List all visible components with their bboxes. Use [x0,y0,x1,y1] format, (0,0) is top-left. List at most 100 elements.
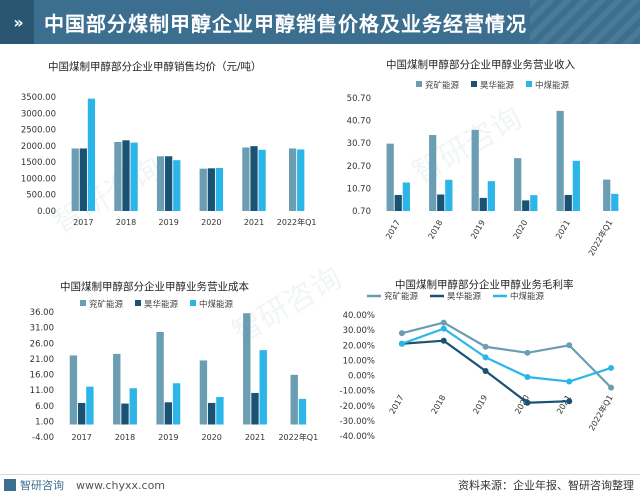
legend-label: 兖矿能源 [89,299,124,310]
double-chevron-icon: ›› [0,0,34,44]
y-tick-label: 6.00 [35,402,54,412]
data-point [608,384,615,391]
x-tick-label: 2021 [245,433,265,442]
x-tick-label: 2022年Q1 [586,393,615,432]
bar [164,402,173,425]
bar [71,148,79,211]
y-tick-label: 0.00 [37,207,56,217]
footer-website: www.chyxx.com [76,478,166,492]
bar [298,398,307,425]
bar [156,156,165,211]
y-tick-label: 3000.00 [21,109,56,119]
bar [394,194,402,211]
data-point [566,342,573,349]
data-point [566,398,573,405]
bar [603,179,611,211]
y-tick-label: 40.70 [347,117,371,127]
data-point [482,343,489,350]
y-tick-label: 26.00 [30,339,54,349]
legend-label: 中煤能源 [199,299,234,310]
bar [487,181,495,211]
x-tick-label: 2019 [158,433,178,442]
y-tick-label: -40.00% [340,432,375,442]
y-tick-label: 2500.00 [21,126,56,136]
legend-label: 中煤能源 [510,291,545,302]
y-tick-label: 21.00 [30,355,54,365]
x-tick-label: 2018 [116,218,136,227]
data-point [482,367,489,374]
data-point [398,330,405,337]
bar [402,182,410,211]
bar [173,160,181,211]
bar [130,142,138,211]
bar [514,158,522,211]
y-tick-label: 30.70 [347,139,371,149]
chart-title: 中国煤制甲醇部分企业甲醇业务营业成本 [60,280,249,293]
y-tick-label: 10.00% [343,356,375,366]
legend-label: 中煤能源 [535,80,570,91]
x-tick-label: 2017 [73,218,93,227]
bar [572,160,580,211]
bar [564,194,572,211]
bar [199,360,208,425]
legend-swatch [526,81,532,87]
chart-title: 中国煤制甲醇部分企业甲醇业务营业收入 [386,58,575,71]
bar [69,355,78,425]
data-point [440,337,447,344]
watermark-text: 智研咨询 [407,101,528,191]
footer: 智研咨询 www.chyxx.com 资料来源：企业年报、智研咨询整理 [0,474,640,494]
y-tick-label: -4.00 [32,433,54,443]
y-tick-label: 1.00 [35,417,54,427]
bar [471,129,479,211]
data-point [398,340,405,347]
x-tick-label: 2020 [201,218,221,227]
bar [259,350,267,425]
bar [87,98,96,211]
bar [297,149,305,211]
bar [556,110,564,211]
bar [114,141,122,211]
bar [243,313,251,425]
bar [445,179,453,211]
x-tick-label: 2022年Q1 [586,218,615,257]
page-title: 中国部分煤制甲醇企业甲醇销售价格及业务经营情况 [44,11,527,36]
legend-swatch [80,300,86,306]
y-tick-label: 0.70 [352,207,371,217]
bar [437,194,445,211]
x-tick-label: 2019 [158,218,178,227]
y-tick-label: 36.00 [30,308,54,318]
bar [429,135,437,211]
bar [522,200,530,211]
legend-swatch [135,300,141,306]
x-tick-label: 2021 [244,218,264,227]
bar [79,148,87,211]
bar [121,403,129,425]
x-tick-label: 2017 [384,219,402,241]
bar [207,168,215,211]
charts-area: 智研咨询 智研咨询 智研咨询 中国煤制甲醇部分企业甲醇销售均价（元/吨） 0.00 500… [0,44,640,474]
y-tick-label: 40.00% [343,311,375,321]
legend-swatch [416,81,422,87]
series-line [401,327,612,383]
x-tick-label: 2017 [388,394,406,416]
data-point [524,349,531,356]
x-tick-label: 2020 [201,433,221,442]
bar [611,193,619,211]
y-tick-label: 10.70 [347,184,371,194]
bar [250,146,258,211]
footer-source: 资料来源：企业年报、智研咨询整理 [458,479,634,492]
y-tick-label: 20.70 [347,162,371,172]
bar [215,168,224,211]
y-tick-label: 11.00 [30,386,54,396]
bar [113,353,121,425]
legend-label: 兖矿能源 [425,80,460,91]
y-tick-label: 16.00 [30,371,54,381]
bar [251,392,259,425]
legend-label: 昊华能源 [144,299,179,310]
bar [77,402,86,425]
legend-label: 昊华能源 [480,80,515,91]
bar [172,383,181,425]
bar [86,386,94,425]
x-tick-label: 2017 [71,433,91,442]
bar [156,332,164,425]
